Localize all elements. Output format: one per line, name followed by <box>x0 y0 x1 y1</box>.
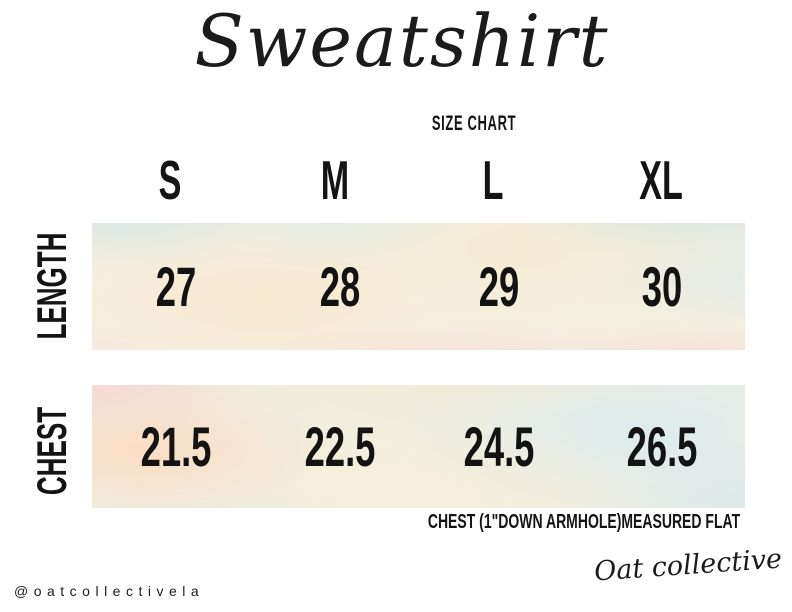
size-header-m: M <box>320 149 350 211</box>
length-value-m: 28 <box>319 254 361 318</box>
size-header-xl: XL <box>639 149 683 211</box>
length-value-xl: 30 <box>641 254 683 318</box>
chest-value-s: 21.5 <box>140 414 212 478</box>
length-value-s: 27 <box>155 254 197 318</box>
length-row-band: 27 28 29 30 <box>92 223 745 350</box>
chest-value-m: 22.5 <box>304 414 376 478</box>
page-title: Sweatshirt <box>194 0 610 83</box>
page-subtitle: SIZE CHART <box>431 112 517 135</box>
instagram-handle: @oatcollectivela <box>14 583 205 599</box>
chest-row-band: 21.5 22.5 24.5 26.5 <box>92 385 745 508</box>
measurement-note: CHEST (1"DOWN ARMHOLE)MEASURED FLAT <box>427 511 740 533</box>
brand-signature: Oat collective <box>593 543 783 588</box>
length-value-l: 29 <box>478 254 520 318</box>
row-label-chest: CHEST <box>28 406 75 496</box>
row-label-length: LENGTH <box>28 232 75 340</box>
size-header-l: L <box>482 149 504 211</box>
size-header-s: S <box>158 149 182 211</box>
chest-value-l: 24.5 <box>463 414 535 478</box>
chest-value-xl: 26.5 <box>626 414 698 478</box>
watercolor-background <box>92 223 745 350</box>
watercolor-background <box>92 385 745 508</box>
